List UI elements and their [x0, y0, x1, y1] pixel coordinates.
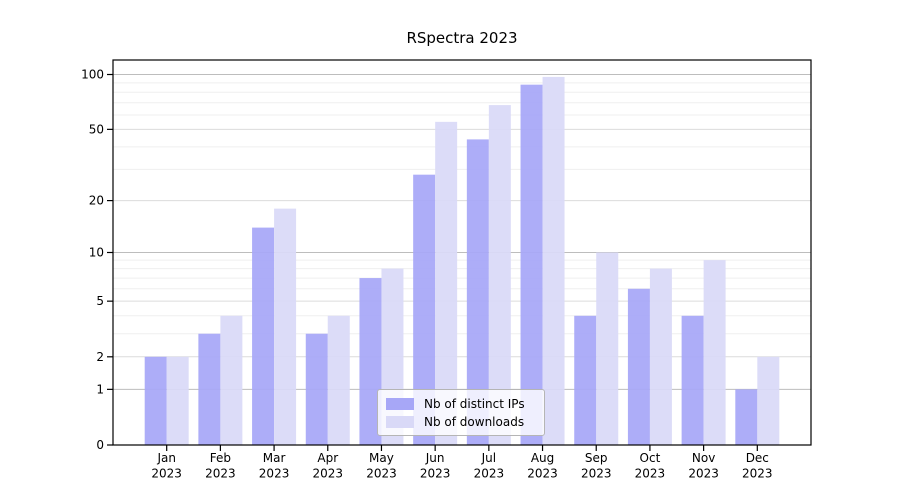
y-tick-label: 0 [96, 438, 104, 452]
x-tick-label: Apr 2023 [312, 451, 343, 481]
x-tick-label: Aug 2023 [527, 451, 558, 481]
x-tick-label: Dec 2023 [742, 451, 773, 481]
legend: Nb of distinct IPs Nb of downloads [377, 389, 545, 436]
bar-feb-downloads [220, 315, 243, 445]
bar-oct-distinct-ips [627, 288, 650, 445]
bar-jun-downloads [435, 121, 458, 445]
y-tick-label: 1 [96, 382, 104, 396]
y-tick-label: 10 [89, 246, 104, 260]
bar-dec-downloads [757, 356, 780, 445]
bar-sep-distinct-ips [574, 315, 597, 445]
bar-mar-distinct-ips [252, 227, 275, 445]
bar-oct-downloads [649, 268, 672, 445]
x-tick-label: Jul 2023 [474, 451, 505, 481]
x-tick-label: Nov 2023 [688, 451, 719, 481]
legend-item-distinct-ips: Nb of distinct IPs [386, 397, 544, 411]
bar-dec-distinct-ips [735, 389, 758, 445]
bar-jul-distinct-ips [466, 139, 489, 445]
y-tick-label: 100 [81, 68, 104, 82]
x-tick-label: May 2023 [366, 451, 397, 481]
bar-apr-downloads [327, 315, 350, 445]
chart-title: RSpectra 2023 [406, 29, 518, 47]
legend-label-downloads: Nb of downloads [424, 414, 525, 429]
bar-aug-distinct-ips [520, 84, 543, 445]
bar-may-distinct-ips [359, 278, 382, 445]
x-tick-label: Mar 2023 [259, 451, 290, 481]
bar-jan-downloads [166, 356, 189, 445]
legend-label-distinct-ips: Nb of distinct IPs [424, 396, 525, 411]
bar-nov-downloads [703, 260, 726, 445]
bar-apr-distinct-ips [305, 333, 328, 445]
bar-feb-distinct-ips [198, 333, 221, 445]
x-tick-label: Jan 2023 [151, 451, 182, 481]
x-tick-label: Oct 2023 [635, 451, 666, 481]
y-tick-label: 50 [89, 122, 104, 136]
y-tick-label: 20 [89, 194, 104, 208]
y-tick-label: 2 [96, 350, 104, 364]
bar-sep-downloads [596, 252, 619, 445]
bar-jul-downloads [488, 105, 511, 446]
x-tick-label: Sep 2023 [581, 451, 612, 481]
bar-jun-distinct-ips [413, 174, 436, 446]
bar-nov-distinct-ips [681, 315, 704, 445]
bar-mar-downloads [274, 208, 297, 445]
legend-item-downloads: Nb of downloads [386, 415, 544, 429]
bar-jan-distinct-ips [144, 356, 167, 445]
x-tick-label: Jun 2023 [420, 451, 451, 481]
x-tick-label: Feb 2023 [205, 451, 236, 481]
y-tick-label: 5 [96, 294, 104, 308]
legend-swatch-distinct-ips [386, 397, 414, 410]
bar-aug-downloads [542, 76, 565, 445]
legend-swatch-downloads [386, 415, 414, 428]
